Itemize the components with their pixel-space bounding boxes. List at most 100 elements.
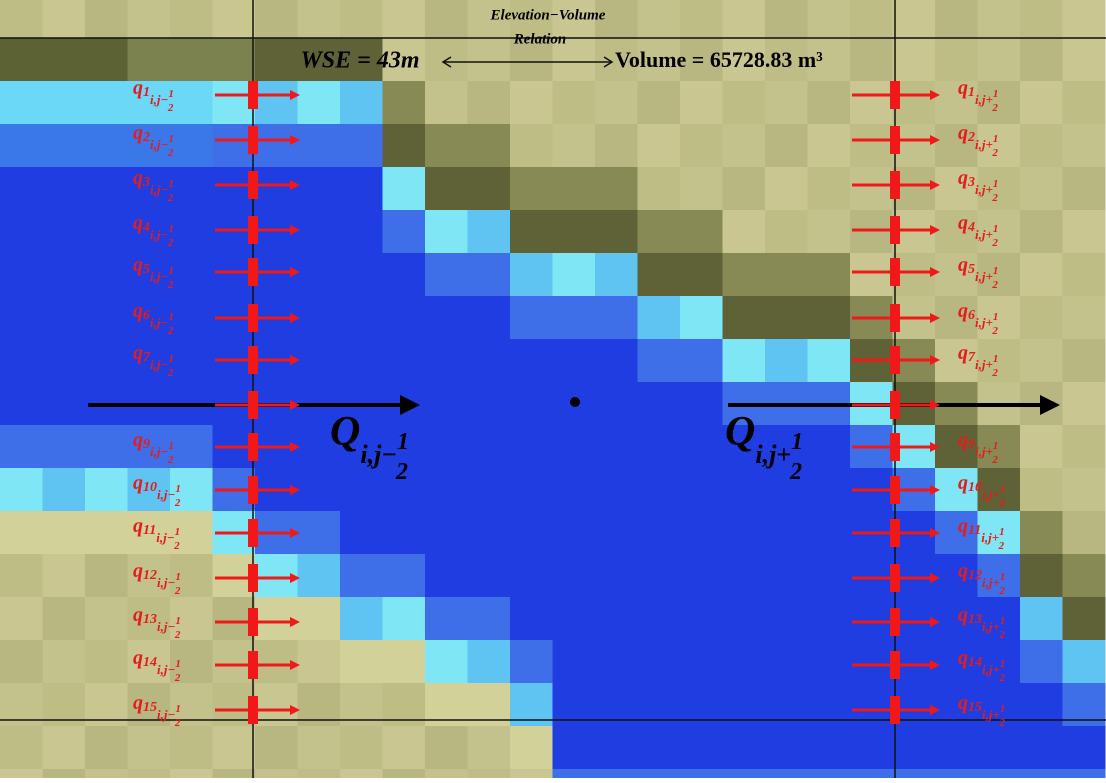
relation-label: Relation: [513, 31, 567, 47]
index: 11: [968, 523, 981, 538]
pixel: [0, 769, 43, 778]
pixel: [808, 726, 851, 770]
pixel: [85, 726, 128, 770]
face-marker: [890, 608, 900, 636]
pixel: [680, 554, 723, 598]
pixel: [425, 511, 468, 555]
pixel: [1063, 339, 1106, 383]
pixel: [553, 640, 596, 684]
pixel: [510, 382, 553, 426]
pixel: [850, 597, 893, 641]
pixel: [43, 769, 86, 778]
pixel: [43, 425, 86, 469]
pixel: [595, 468, 638, 512]
index: 4: [142, 220, 150, 235]
pixel: [850, 124, 893, 168]
face-marker: [248, 391, 258, 419]
pixel: [723, 597, 766, 641]
wse-label: WSE = 43m: [300, 48, 419, 74]
pixel: [680, 253, 723, 297]
pixel: [510, 339, 553, 383]
pixel: [255, 726, 298, 770]
symbol: q: [958, 429, 968, 451]
pixel: [468, 124, 511, 168]
pixel: [680, 0, 723, 39]
pixel: [553, 124, 596, 168]
denominator: 2: [167, 102, 174, 114]
pixel: [170, 167, 213, 211]
pixel: [1020, 124, 1063, 168]
pixel: [680, 296, 723, 340]
pixel: [170, 296, 213, 340]
numerator: 1: [175, 483, 181, 495]
pixel: [808, 640, 851, 684]
pixel: [170, 769, 213, 778]
index: 6: [968, 308, 975, 323]
pixel: [723, 124, 766, 168]
pixel: [765, 296, 808, 340]
volume-label: Volume = 65728.83 m³: [615, 47, 823, 72]
pixel: [298, 597, 341, 641]
face-marker: [890, 171, 900, 199]
pixel: [340, 0, 383, 39]
pixel: [723, 468, 766, 512]
pixel: [298, 339, 341, 383]
pixel: [595, 167, 638, 211]
subscript: i,j−: [150, 357, 168, 372]
pixel: [638, 253, 681, 297]
pixel: [765, 253, 808, 297]
pixel: [510, 597, 553, 641]
pixel: [808, 468, 851, 512]
pixel: [340, 597, 383, 641]
numerator: 1: [1000, 571, 1006, 583]
denominator: 2: [998, 540, 1005, 552]
denominator: 2: [991, 237, 998, 249]
pixel: [85, 468, 128, 512]
index: 14: [968, 655, 982, 670]
pixel: [1063, 554, 1106, 598]
face-marker: [248, 696, 258, 724]
pixel: [425, 339, 468, 383]
index: 2: [967, 130, 975, 145]
pixel: [935, 38, 978, 82]
pixel: [595, 554, 638, 598]
pixel: [0, 382, 43, 426]
pixel: [850, 167, 893, 211]
pixel: [468, 339, 511, 383]
subscript: i,j+: [982, 487, 1000, 502]
denominator: 2: [991, 325, 998, 337]
denominator: 2: [174, 717, 181, 729]
subscript: i,j+: [975, 182, 993, 197]
pixel: [170, 253, 213, 297]
denominator: 2: [395, 459, 408, 485]
subscript: i,j+: [982, 707, 1000, 722]
pixel: [1063, 38, 1106, 82]
pixel: [340, 726, 383, 770]
denominator: 2: [998, 497, 1005, 509]
symbol: q: [958, 254, 968, 276]
pixel: [1063, 726, 1106, 770]
pixel: [425, 253, 468, 297]
pixel: [298, 554, 341, 598]
pixel: [468, 38, 511, 82]
index: 11: [143, 523, 156, 538]
pixel: [383, 726, 426, 770]
pixel: [425, 425, 468, 469]
pixel: [170, 124, 213, 168]
pixel: [170, 339, 213, 383]
pixel: [723, 81, 766, 125]
pixel: [340, 167, 383, 211]
symbol: q: [958, 167, 968, 189]
pixel: [43, 468, 86, 512]
cell-center: [570, 397, 580, 407]
pixel: [808, 597, 851, 641]
subscript: i,j−: [150, 269, 168, 284]
pixel: [808, 0, 851, 39]
index: 9: [968, 437, 975, 452]
pixel: [510, 167, 553, 211]
pixel: [595, 296, 638, 340]
subscript: i,j−: [150, 315, 168, 330]
pixel: [425, 554, 468, 598]
index: 2: [142, 130, 150, 145]
face-marker: [248, 651, 258, 679]
